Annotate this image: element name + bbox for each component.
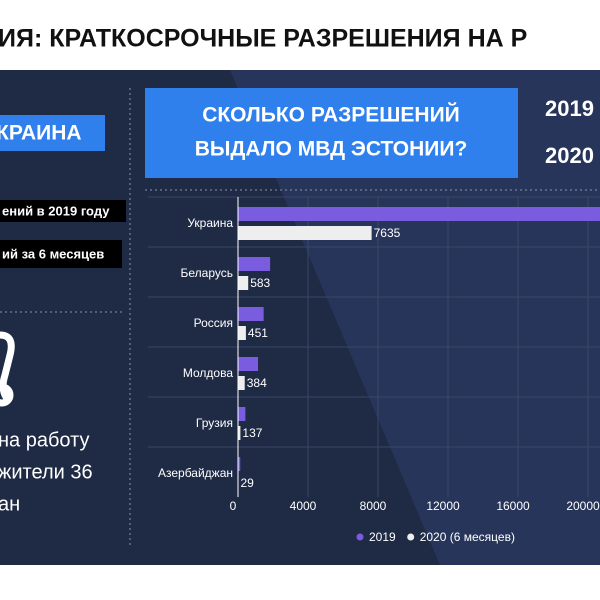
legend-label: 2019 <box>369 530 396 544</box>
bar <box>238 376 245 390</box>
stat-box <box>0 200 126 222</box>
bar <box>238 357 259 371</box>
y-tick-label: Грузия <box>196 416 233 430</box>
x-tick-label: 4000 <box>290 499 317 513</box>
bar <box>238 276 249 290</box>
bar <box>238 257 271 271</box>
x-tick-label: 12000 <box>426 499 460 513</box>
stat-box <box>0 240 122 268</box>
body-text: жители 36 <box>0 461 93 483</box>
bar <box>238 407 246 421</box>
y-tick-label: Россия <box>194 316 233 330</box>
icon <box>0 331 15 407</box>
value-label: 583 <box>250 276 270 290</box>
question-text: ВЫДАЛО МВД ЭСТОНИИ? <box>195 138 468 161</box>
bar <box>238 426 241 440</box>
panel-shade <box>230 70 600 565</box>
question-text: СКОЛЬКО РАЗРЕШЕНИЙ <box>202 103 460 127</box>
y-tick-label: Азербайджан <box>158 466 233 480</box>
y-tick-label: Украина <box>187 216 233 230</box>
body-text: на работу <box>0 429 90 451</box>
bar <box>238 207 600 221</box>
legend-label: 2020 (6 месяцев) <box>420 530 515 544</box>
x-tick-label: 20000 <box>566 499 600 513</box>
value-label: 384 <box>247 376 267 390</box>
stat-text: ений в 2019 году <box>2 203 110 218</box>
bar <box>238 307 264 321</box>
bar <box>238 326 246 340</box>
y-tick-label: Беларусь <box>181 266 233 280</box>
year: 2020 <box>545 143 594 168</box>
year: 2019 <box>545 96 594 121</box>
badge <box>0 115 105 151</box>
legend-swatch <box>407 533 415 541</box>
y-tick-label: Молдова <box>183 366 233 380</box>
x-tick-label: 16000 <box>496 499 530 513</box>
body-text: ан <box>0 493 20 515</box>
value-label: 7635 <box>374 226 401 240</box>
value-label: 137 <box>242 426 262 440</box>
stat-text: ий за 6 месяцев <box>2 246 104 261</box>
bar <box>238 457 241 471</box>
value-label: 451 <box>248 326 268 340</box>
x-tick-label: 0 <box>230 499 237 513</box>
legend-swatch <box>356 533 364 541</box>
badge-text: КРАИНА <box>0 122 82 145</box>
question-box <box>145 88 518 178</box>
value-label: 29 <box>241 476 255 490</box>
x-tick-label: 8000 <box>360 499 387 513</box>
bar <box>238 226 372 240</box>
page-title: ИЯ: КРАТКОСРОЧНЫЕ РАЗРЕШЕНИЯ НА Р <box>0 25 527 53</box>
